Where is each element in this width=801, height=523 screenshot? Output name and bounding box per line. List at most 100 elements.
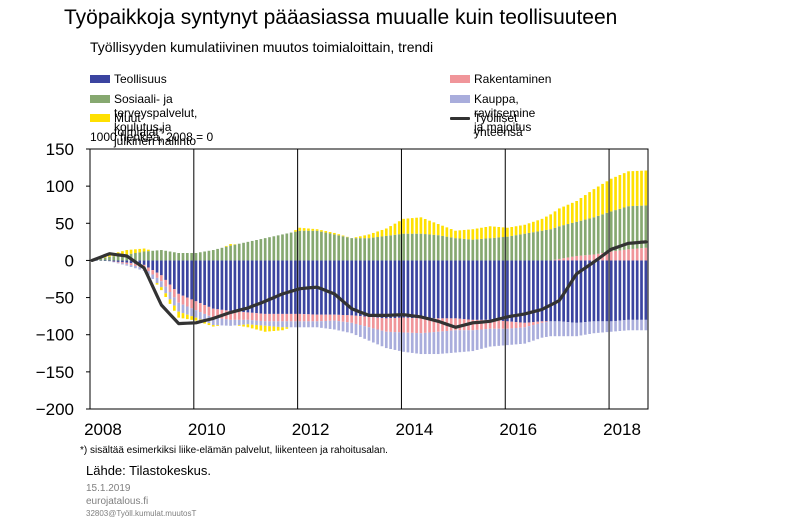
bar-teollisuus bbox=[588, 260, 591, 322]
bar-teollisuus bbox=[575, 260, 578, 323]
bar-rakentaminen bbox=[190, 299, 193, 309]
bar-rakentaminen bbox=[298, 313, 302, 322]
bar-teollisuus bbox=[579, 260, 583, 323]
bar-rakentaminen bbox=[289, 313, 293, 322]
bar-sote bbox=[259, 239, 263, 261]
bar-sote bbox=[190, 253, 193, 261]
bar-sote bbox=[134, 253, 137, 261]
bar-teollisuus bbox=[268, 260, 271, 314]
y-tick-label: −200 bbox=[36, 400, 74, 419]
bar-sote bbox=[333, 234, 336, 261]
bar-sote bbox=[484, 238, 488, 261]
bar-kauppa bbox=[194, 310, 198, 318]
bar-teollisuus bbox=[194, 260, 198, 302]
bar-kauppa bbox=[151, 274, 155, 279]
bar-teollisuus bbox=[181, 260, 185, 296]
bar-rakentaminen bbox=[579, 255, 583, 261]
bar-muut bbox=[134, 249, 137, 253]
bar-muut bbox=[190, 316, 193, 320]
bar-muut bbox=[428, 220, 431, 235]
bar-teollisuus bbox=[419, 260, 423, 319]
bar-muut bbox=[389, 226, 392, 236]
bar-teollisuus bbox=[237, 260, 241, 312]
bar-rakentaminen bbox=[519, 322, 522, 328]
bar-muut bbox=[324, 231, 328, 233]
bar-teollisuus bbox=[259, 260, 263, 314]
bar-sote bbox=[419, 233, 423, 261]
bar-teollisuus bbox=[263, 260, 267, 314]
bar-rakentaminen bbox=[168, 284, 172, 292]
bar-muut bbox=[138, 248, 142, 253]
bar-sote bbox=[406, 233, 410, 261]
bar-muut bbox=[488, 226, 492, 239]
bar-rakentaminen bbox=[557, 258, 561, 261]
bar-kauppa bbox=[596, 321, 600, 333]
bar-muut bbox=[471, 229, 475, 240]
bar-kauppa bbox=[601, 321, 604, 333]
bar-muut bbox=[185, 314, 189, 320]
bar-teollisuus bbox=[622, 260, 626, 321]
bar-teollisuus bbox=[536, 260, 540, 322]
bar-kauppa bbox=[380, 330, 384, 347]
bar-rakentaminen bbox=[627, 249, 630, 261]
bar-muut bbox=[302, 228, 306, 231]
bar-muut bbox=[467, 229, 470, 240]
bar-kauppa bbox=[333, 320, 336, 330]
bar-teollisuus bbox=[415, 260, 418, 319]
bar-kauppa bbox=[138, 266, 142, 270]
bar-muut bbox=[376, 231, 379, 238]
bar-muut bbox=[246, 324, 250, 328]
bar-muut bbox=[423, 219, 427, 235]
bar-rakentaminen bbox=[173, 289, 176, 298]
bar-muut bbox=[618, 175, 622, 209]
bar-rakentaminen bbox=[371, 317, 375, 329]
bar-sote bbox=[194, 253, 198, 261]
bar-sote bbox=[389, 235, 392, 261]
legend-swatch-kauppa bbox=[450, 95, 470, 103]
bar-kauppa bbox=[285, 321, 289, 328]
bar-kauppa bbox=[592, 321, 596, 334]
bar-sote bbox=[346, 237, 349, 261]
bar-rakentaminen bbox=[211, 308, 215, 318]
bar-rakentaminen bbox=[605, 252, 609, 261]
bar-sote bbox=[458, 238, 462, 261]
bar-kauppa bbox=[579, 322, 583, 336]
bar-muut bbox=[367, 234, 371, 239]
bar-rakentaminen bbox=[315, 314, 319, 322]
legend-swatch-rakentaminen bbox=[450, 75, 470, 83]
bar-teollisuus bbox=[462, 260, 466, 320]
bar-teollisuus bbox=[116, 260, 120, 262]
bar-teollisuus bbox=[359, 260, 362, 317]
x-tick-label: 2016 bbox=[499, 420, 537, 439]
bar-rakentaminen bbox=[493, 320, 496, 329]
bar-sote bbox=[393, 234, 397, 261]
bar-muut bbox=[484, 227, 488, 239]
bar-teollisuus bbox=[289, 260, 293, 314]
bar-teollisuus bbox=[337, 260, 341, 315]
bar-muut bbox=[315, 229, 319, 231]
bar-kauppa bbox=[255, 320, 258, 326]
bar-muut bbox=[575, 201, 578, 222]
bar-teollisuus bbox=[272, 260, 276, 314]
bar-muut bbox=[121, 251, 124, 256]
bar-teollisuus bbox=[324, 260, 328, 315]
bar-sote bbox=[302, 230, 306, 261]
bar-rakentaminen bbox=[341, 315, 345, 322]
bar-kauppa bbox=[458, 330, 462, 353]
bar-teollisuus bbox=[557, 260, 561, 322]
bar-sote bbox=[307, 230, 310, 261]
bar-teollisuus bbox=[294, 260, 297, 314]
bar-muut bbox=[480, 227, 483, 239]
bar-muut bbox=[216, 325, 219, 326]
bar-muut bbox=[397, 221, 401, 235]
bar-rakentaminen bbox=[350, 315, 354, 323]
bar-muut bbox=[605, 181, 609, 213]
bar-kauppa bbox=[635, 319, 639, 331]
bar-kauppa bbox=[315, 321, 319, 328]
bar-kauppa bbox=[519, 327, 522, 344]
bar-rakentaminen bbox=[263, 313, 267, 322]
bar-sote bbox=[397, 234, 401, 261]
bar-muut bbox=[644, 170, 648, 206]
bar-teollisuus bbox=[164, 260, 168, 280]
bar-muut bbox=[596, 186, 600, 216]
